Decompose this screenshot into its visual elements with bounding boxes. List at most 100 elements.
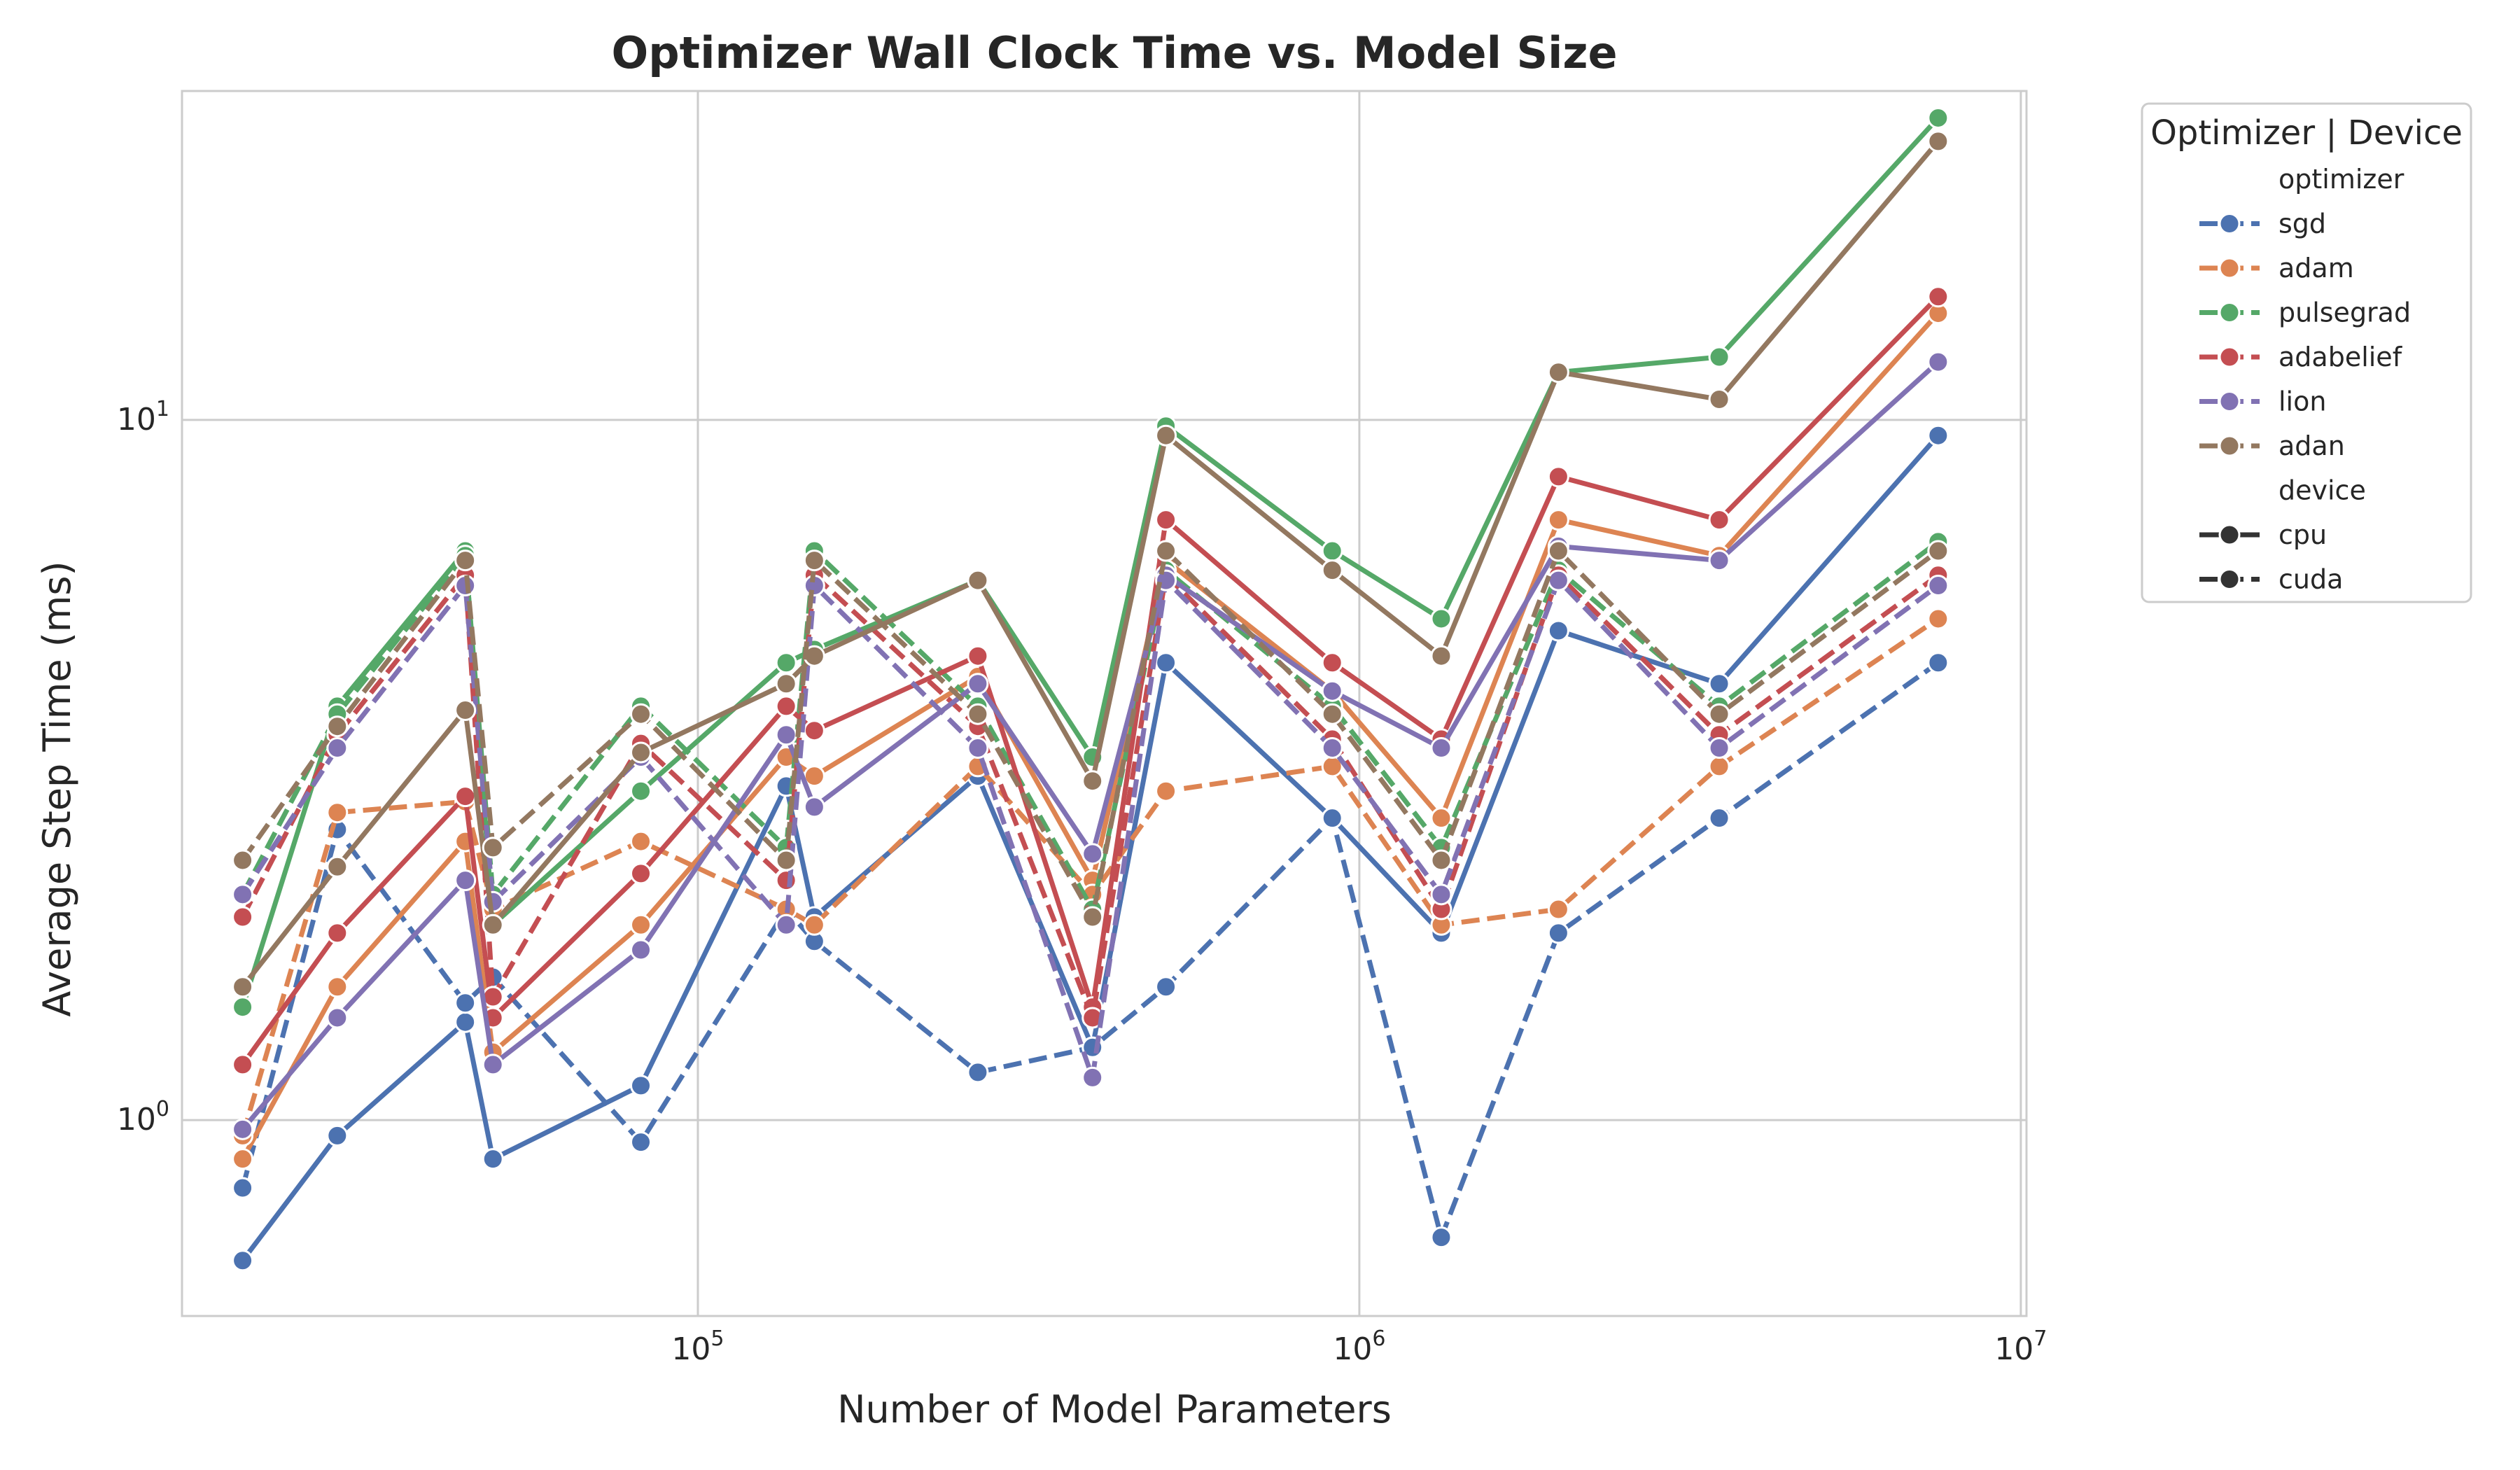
data-point — [1708, 737, 1730, 760]
data-point — [1927, 286, 1949, 308]
data-point — [1430, 645, 1452, 667]
data-point — [803, 796, 825, 818]
series-layer — [232, 106, 1949, 1272]
data-point — [1430, 807, 1452, 830]
data-point — [1927, 351, 1949, 373]
data-point — [630, 939, 652, 961]
data-point — [1708, 509, 1730, 531]
data-point — [1927, 540, 1949, 562]
data-point — [1321, 680, 1343, 702]
data-point — [1927, 608, 1949, 630]
legend-swatch-marker — [2218, 302, 2241, 323]
data-point — [232, 1118, 254, 1140]
data-point — [967, 569, 989, 592]
data-point — [454, 785, 477, 808]
y-tick-label: 101 — [117, 397, 169, 438]
data-point — [326, 922, 349, 944]
series-adabelief-cpu — [232, 286, 1949, 1076]
data-point — [803, 550, 825, 572]
data-point — [967, 703, 989, 725]
x-axis-label: Number of Model Parameters — [837, 1387, 1392, 1432]
data-point — [775, 849, 797, 872]
legend-title: Optimizer | Device — [2150, 113, 2463, 153]
series-adan-cuda — [232, 540, 1949, 928]
data-point — [630, 830, 652, 853]
data-point — [630, 1074, 652, 1097]
data-point — [1321, 559, 1343, 582]
data-point — [803, 720, 825, 742]
data-point — [232, 1250, 254, 1272]
data-point — [1547, 509, 1569, 531]
data-point — [775, 652, 797, 674]
data-point — [1082, 843, 1104, 865]
data-point — [1708, 703, 1730, 725]
y-tick-labels: 100 101 — [117, 397, 169, 1138]
data-point — [1547, 540, 1569, 562]
data-point — [1547, 922, 1569, 944]
data-point — [326, 802, 349, 824]
series-line — [240, 617, 1940, 1137]
legend: Optimizer | Device optimizer sgd adam pulseg… — [2141, 102, 2472, 603]
legend-item-sgd: sgd — [2278, 209, 2326, 239]
y-tick-label: 100 — [117, 1097, 169, 1138]
x-tick-label: 107 — [1994, 1326, 2047, 1367]
legend-item-lion: lion — [2278, 386, 2326, 417]
chart-title: Optimizer Wall Clock Time vs. Model Size — [612, 27, 1618, 78]
data-point — [1708, 755, 1730, 778]
series-line — [240, 312, 1940, 1161]
legend-swatch-marker — [2218, 435, 2241, 457]
data-point — [630, 703, 652, 725]
data-point — [454, 699, 477, 722]
data-point — [1430, 849, 1452, 872]
data-point — [1708, 807, 1730, 830]
data-point — [1708, 550, 1730, 572]
data-point — [454, 1011, 477, 1033]
data-point — [1927, 424, 1949, 447]
series-adan-cpu — [232, 130, 1949, 998]
data-point — [232, 1177, 254, 1199]
data-point — [630, 862, 652, 885]
legend-swatch-marker — [2218, 213, 2241, 234]
data-point — [454, 550, 477, 572]
legend-item-adan: adan — [2278, 430, 2345, 461]
plot-frame — [181, 90, 2028, 1317]
data-point — [1155, 652, 1177, 674]
data-point — [326, 976, 349, 998]
data-point — [232, 1054, 254, 1076]
x-tick-label: 106 — [1333, 1326, 1385, 1367]
y-axis-label: Average Step Time (ms) — [35, 561, 79, 1016]
data-point — [1430, 1226, 1452, 1249]
data-point — [1155, 424, 1177, 447]
data-point — [482, 1054, 504, 1076]
data-point — [1708, 346, 1730, 368]
data-point — [454, 869, 477, 892]
data-point — [1547, 465, 1569, 488]
data-point — [1547, 569, 1569, 592]
series-lion-cpu — [232, 351, 1949, 1140]
legend-device-header: device — [2278, 475, 2366, 506]
data-point — [1321, 652, 1343, 674]
data-point — [326, 1124, 349, 1147]
data-point — [967, 673, 989, 695]
data-point — [1082, 770, 1104, 792]
data-point — [1082, 906, 1104, 928]
data-point — [1547, 620, 1569, 642]
data-point — [775, 724, 797, 746]
data-point — [1430, 883, 1452, 906]
data-point — [1155, 540, 1177, 562]
data-point — [630, 741, 652, 764]
data-point — [967, 1061, 989, 1084]
legend-item-cuda: cuda — [2278, 564, 2343, 595]
data-point — [1430, 737, 1452, 760]
data-point — [326, 737, 349, 760]
data-point — [232, 1148, 254, 1170]
data-point — [1547, 361, 1569, 384]
data-point — [775, 869, 797, 892]
series-line — [240, 660, 1940, 1240]
legend-swatch-marker — [2218, 346, 2241, 368]
data-point — [326, 855, 349, 878]
data-point — [1155, 509, 1177, 531]
data-point — [967, 737, 989, 760]
data-point — [482, 836, 504, 859]
